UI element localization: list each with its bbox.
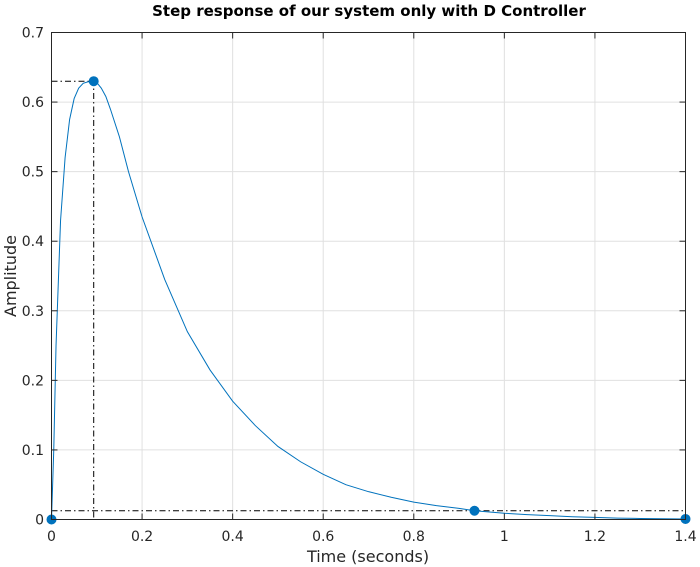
response-marker[interactable]	[88, 76, 99, 87]
x-tick-label: 0.6	[312, 529, 334, 545]
step-response-line	[51, 80, 686, 520]
x-tick-label: 0.2	[131, 529, 153, 545]
response-marker[interactable]	[469, 505, 480, 516]
y-tick-label: 0.1	[22, 443, 44, 459]
x-tick-label: 1.2	[584, 529, 606, 545]
y-tick-label: 0.6	[22, 95, 44, 111]
x-tick-label: 0.4	[222, 529, 244, 545]
grid	[51, 32, 686, 520]
guide-lines	[51, 80, 686, 520]
x-tick-label: 0	[47, 529, 56, 545]
y-tick-label: 0.4	[22, 234, 44, 250]
y-tick-label: 0.7	[22, 26, 44, 42]
plot-area-box	[51, 32, 686, 520]
x-tick-label: 1	[500, 529, 509, 545]
y-tick-label: 0.2	[22, 373, 44, 389]
characteristic-markers[interactable]	[46, 76, 691, 525]
x-tick-label: 0.8	[403, 529, 425, 545]
y-tick-label: 0	[35, 513, 44, 529]
x-tick-label: 1.4	[674, 529, 696, 545]
axis-ticks: 0 0.2 0.4 0.6 0.8 1 1.2 1.4 0 0.1 0.2 0.3 0.4 0.5 0.6 0…	[22, 26, 697, 546]
y-tick-label: 0.5	[22, 165, 44, 181]
y-tick-label: 0.3	[22, 304, 44, 320]
chart-title: Step response of our system only with D …	[152, 2, 586, 20]
y-axis-label: Amplitude	[1, 235, 20, 317]
series	[51, 80, 686, 520]
x-axis-label: Time (seconds)	[306, 547, 429, 566]
